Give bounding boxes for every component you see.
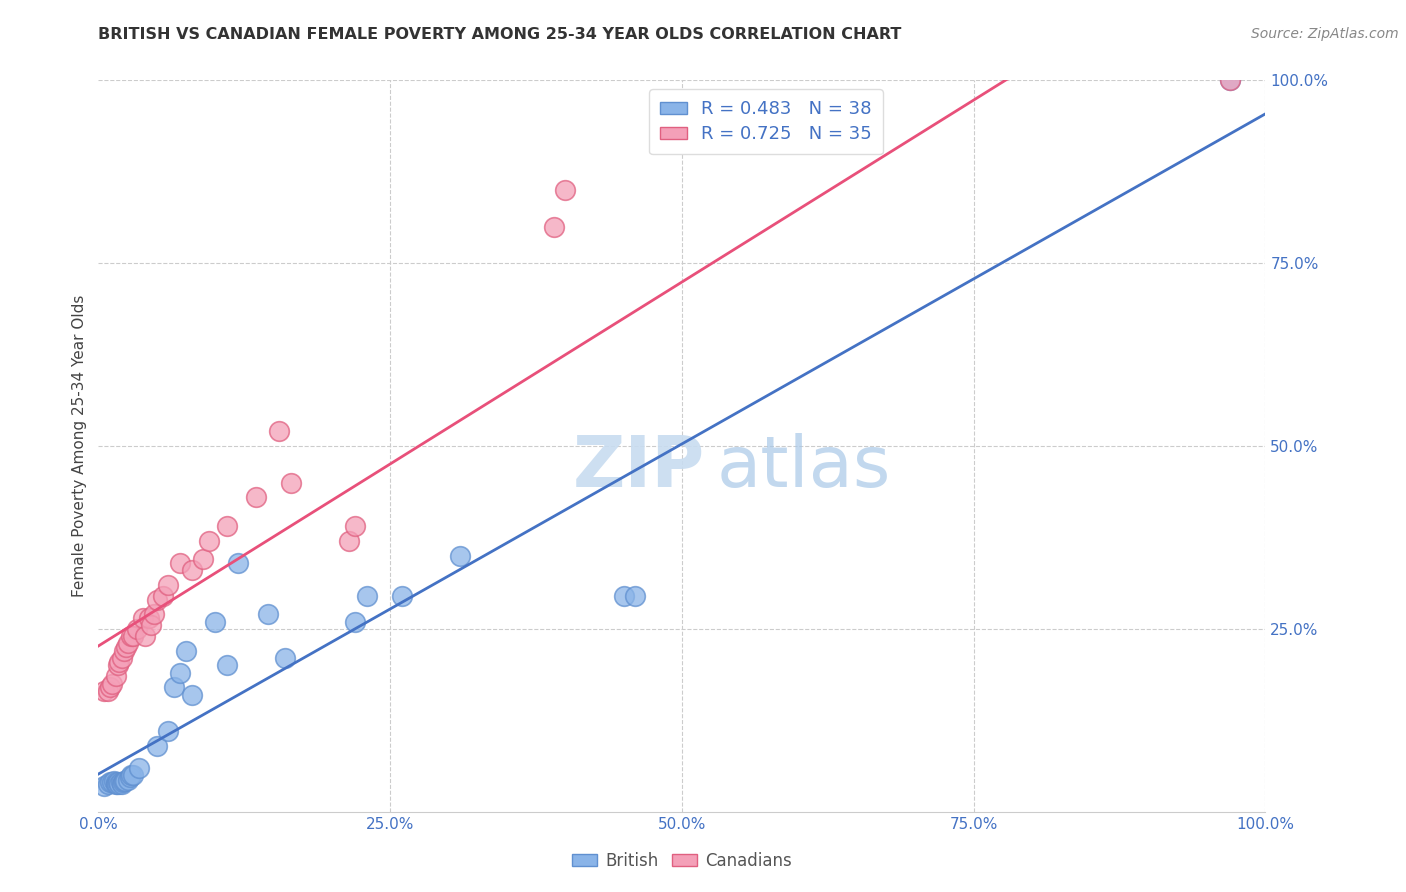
Text: atlas: atlas bbox=[717, 434, 891, 502]
Point bbox=[344, 519, 367, 533]
Legend: British, Canadians: British, Canadians bbox=[565, 846, 799, 877]
Y-axis label: Female Poverty Among 25-34 Year Olds: Female Poverty Among 25-34 Year Olds bbox=[72, 295, 87, 597]
Point bbox=[169, 665, 191, 680]
Point bbox=[132, 611, 155, 625]
Text: BRITISH VS CANADIAN FEMALE POVERTY AMONG 25-34 YEAR OLDS CORRELATION CHART: BRITISH VS CANADIAN FEMALE POVERTY AMONG… bbox=[98, 27, 901, 42]
Point bbox=[105, 777, 128, 791]
Point bbox=[104, 777, 127, 791]
Point bbox=[228, 556, 250, 570]
Text: ZIP: ZIP bbox=[574, 434, 706, 502]
Point bbox=[111, 775, 134, 789]
Point bbox=[134, 629, 156, 643]
Point bbox=[146, 739, 169, 753]
Point bbox=[624, 589, 647, 603]
Point bbox=[101, 775, 124, 789]
Point bbox=[125, 622, 148, 636]
Point bbox=[344, 615, 367, 629]
Point bbox=[143, 607, 166, 622]
Point bbox=[193, 552, 215, 566]
Point bbox=[112, 774, 135, 789]
Point bbox=[118, 770, 141, 784]
Point bbox=[180, 688, 202, 702]
Point bbox=[245, 490, 267, 504]
Point bbox=[107, 658, 129, 673]
Point bbox=[108, 777, 131, 791]
Point bbox=[112, 644, 135, 658]
Point bbox=[104, 775, 127, 789]
Point bbox=[449, 549, 471, 563]
Point bbox=[111, 651, 134, 665]
Point bbox=[122, 629, 145, 643]
Point bbox=[198, 534, 221, 549]
Point bbox=[163, 681, 186, 695]
Point bbox=[269, 425, 291, 439]
Point bbox=[215, 658, 238, 673]
Point bbox=[115, 640, 138, 655]
Point bbox=[157, 578, 180, 592]
Point bbox=[107, 775, 129, 789]
Point bbox=[139, 618, 162, 632]
Point bbox=[612, 589, 634, 603]
Point bbox=[120, 629, 142, 643]
Point bbox=[1219, 73, 1241, 87]
Point bbox=[256, 607, 278, 622]
Point bbox=[93, 779, 115, 793]
Point bbox=[169, 556, 191, 570]
Point bbox=[138, 611, 160, 625]
Point bbox=[120, 768, 142, 782]
Point bbox=[114, 774, 136, 789]
Point bbox=[543, 219, 565, 234]
Point bbox=[204, 615, 226, 629]
Point bbox=[280, 475, 302, 490]
Point bbox=[122, 768, 145, 782]
Point bbox=[391, 589, 413, 603]
Point bbox=[117, 772, 139, 787]
Point bbox=[128, 761, 150, 775]
Point bbox=[93, 684, 115, 698]
Point bbox=[1219, 73, 1241, 87]
Point bbox=[337, 534, 360, 549]
Point bbox=[157, 724, 180, 739]
Point bbox=[98, 681, 121, 695]
Point bbox=[108, 655, 131, 669]
Point bbox=[97, 684, 120, 698]
Point bbox=[180, 563, 202, 577]
Point bbox=[117, 636, 139, 650]
Point bbox=[98, 775, 121, 789]
Point bbox=[104, 669, 127, 683]
Point bbox=[146, 592, 169, 607]
Point bbox=[111, 777, 134, 791]
Point bbox=[152, 589, 174, 603]
Text: Source: ZipAtlas.com: Source: ZipAtlas.com bbox=[1251, 27, 1399, 41]
Point bbox=[101, 676, 124, 690]
Point bbox=[356, 589, 378, 603]
Point bbox=[174, 644, 197, 658]
Point bbox=[110, 775, 132, 789]
Point bbox=[215, 519, 238, 533]
Point bbox=[103, 774, 125, 789]
Point bbox=[97, 777, 120, 791]
Point bbox=[274, 651, 297, 665]
Point bbox=[554, 183, 576, 197]
